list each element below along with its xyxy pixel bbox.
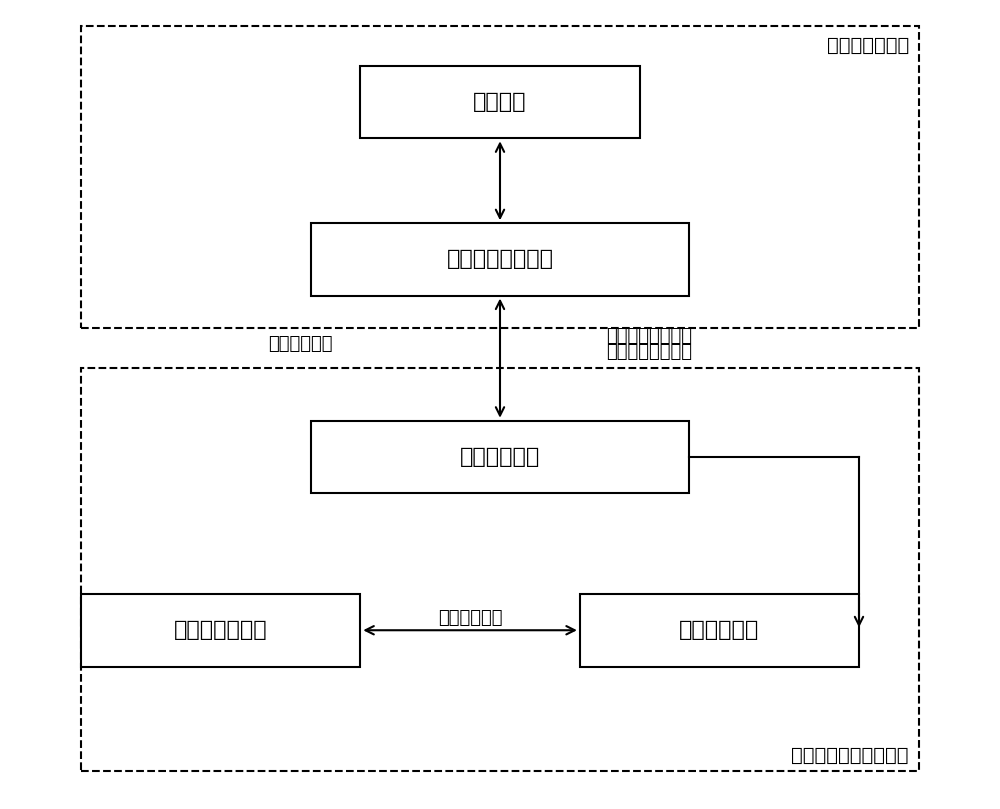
- Text: 主控单元: 主控单元: [473, 92, 527, 112]
- Text: 绿灯损失时间采集系统: 绿灯损失时间采集系统: [791, 746, 909, 765]
- Text: 数据交互控制单元: 数据交互控制单元: [446, 249, 554, 269]
- Text: 绿灯损失时间: 绿灯损失时间: [268, 335, 333, 353]
- FancyBboxPatch shape: [580, 594, 859, 667]
- Text: 交通流检测单元: 交通流检测单元: [174, 621, 268, 640]
- Text: 数据分析单元: 数据分析单元: [679, 621, 760, 640]
- FancyBboxPatch shape: [311, 223, 689, 295]
- Text: 数据通信单元: 数据通信单元: [460, 447, 540, 467]
- Text: 车道放行状态信息: 车道放行状态信息: [607, 343, 693, 361]
- FancyBboxPatch shape: [311, 421, 689, 493]
- Text: 车道最小绿灯时间: 车道最小绿灯时间: [607, 327, 693, 345]
- FancyBboxPatch shape: [81, 594, 360, 667]
- Text: 车流运行信息: 车流运行信息: [438, 609, 502, 627]
- Text: 交通信号控制机: 交通信号控制机: [827, 36, 909, 55]
- FancyBboxPatch shape: [360, 66, 640, 138]
